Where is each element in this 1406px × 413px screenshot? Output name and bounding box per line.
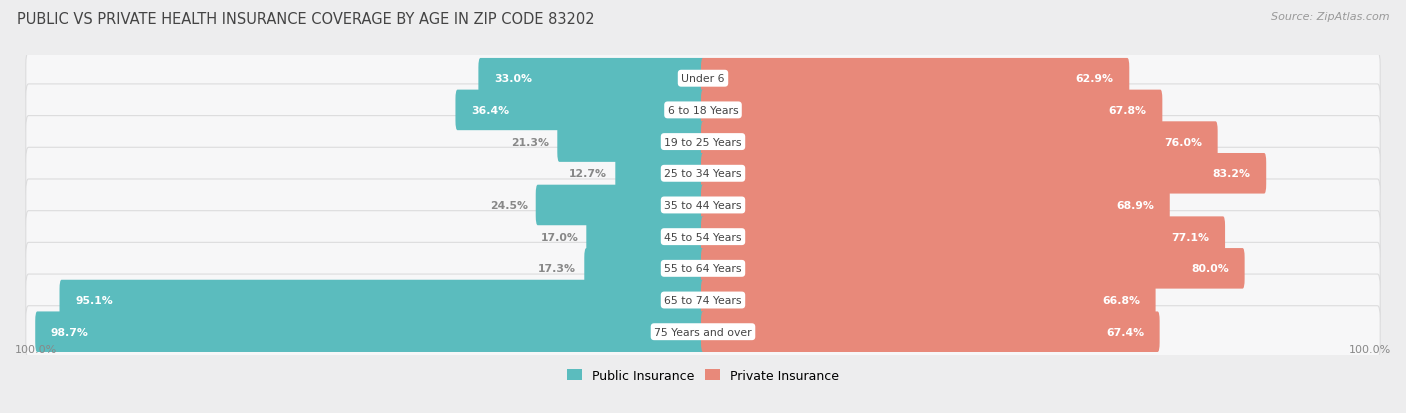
- Text: PUBLIC VS PRIVATE HEALTH INSURANCE COVERAGE BY AGE IN ZIP CODE 83202: PUBLIC VS PRIVATE HEALTH INSURANCE COVER…: [17, 12, 595, 27]
- FancyBboxPatch shape: [702, 249, 1244, 289]
- FancyBboxPatch shape: [616, 154, 704, 194]
- FancyBboxPatch shape: [702, 312, 1160, 352]
- FancyBboxPatch shape: [585, 249, 704, 289]
- FancyBboxPatch shape: [557, 122, 704, 162]
- Text: 80.0%: 80.0%: [1191, 264, 1229, 274]
- FancyBboxPatch shape: [702, 185, 1170, 225]
- Text: 100.0%: 100.0%: [15, 344, 58, 354]
- Text: 24.5%: 24.5%: [489, 200, 527, 211]
- Text: 67.4%: 67.4%: [1107, 327, 1144, 337]
- FancyBboxPatch shape: [586, 217, 704, 257]
- Text: 62.9%: 62.9%: [1076, 74, 1114, 84]
- Text: 6 to 18 Years: 6 to 18 Years: [668, 106, 738, 116]
- FancyBboxPatch shape: [25, 85, 1381, 137]
- Text: 17.3%: 17.3%: [538, 264, 576, 274]
- FancyBboxPatch shape: [702, 217, 1225, 257]
- Text: 77.1%: 77.1%: [1171, 232, 1209, 242]
- Text: 45 to 54 Years: 45 to 54 Years: [664, 232, 742, 242]
- FancyBboxPatch shape: [702, 122, 1218, 162]
- FancyBboxPatch shape: [702, 154, 1267, 194]
- Text: Source: ZipAtlas.com: Source: ZipAtlas.com: [1271, 12, 1389, 22]
- FancyBboxPatch shape: [456, 90, 704, 131]
- Text: 65 to 74 Years: 65 to 74 Years: [664, 295, 742, 305]
- FancyBboxPatch shape: [702, 90, 1163, 131]
- Text: 98.7%: 98.7%: [51, 327, 89, 337]
- Text: 68.9%: 68.9%: [1116, 200, 1154, 211]
- Text: 17.0%: 17.0%: [540, 232, 578, 242]
- Text: Under 6: Under 6: [682, 74, 724, 84]
- Text: 35 to 44 Years: 35 to 44 Years: [664, 200, 742, 211]
- FancyBboxPatch shape: [59, 280, 704, 320]
- Text: 25 to 34 Years: 25 to 34 Years: [664, 169, 742, 179]
- FancyBboxPatch shape: [702, 59, 1129, 99]
- Text: 19 to 25 Years: 19 to 25 Years: [664, 137, 742, 147]
- FancyBboxPatch shape: [25, 180, 1381, 231]
- Text: 36.4%: 36.4%: [471, 106, 509, 116]
- Text: 76.0%: 76.0%: [1164, 137, 1202, 147]
- Text: 95.1%: 95.1%: [75, 295, 112, 305]
- FancyBboxPatch shape: [478, 59, 704, 99]
- Text: 75 Years and over: 75 Years and over: [654, 327, 752, 337]
- FancyBboxPatch shape: [25, 211, 1381, 263]
- FancyBboxPatch shape: [25, 274, 1381, 326]
- Text: 33.0%: 33.0%: [494, 74, 531, 84]
- FancyBboxPatch shape: [25, 148, 1381, 200]
- Text: 21.3%: 21.3%: [512, 137, 550, 147]
- Legend: Public Insurance, Private Insurance: Public Insurance, Private Insurance: [562, 364, 844, 387]
- Text: 100.0%: 100.0%: [1348, 344, 1391, 354]
- FancyBboxPatch shape: [35, 312, 704, 352]
- Text: 12.7%: 12.7%: [569, 169, 607, 179]
- FancyBboxPatch shape: [536, 185, 704, 225]
- Text: 66.8%: 66.8%: [1102, 295, 1140, 305]
- FancyBboxPatch shape: [25, 243, 1381, 294]
- FancyBboxPatch shape: [25, 116, 1381, 168]
- FancyBboxPatch shape: [702, 280, 1156, 320]
- FancyBboxPatch shape: [25, 53, 1381, 105]
- Text: 55 to 64 Years: 55 to 64 Years: [664, 264, 742, 274]
- Text: 83.2%: 83.2%: [1213, 169, 1251, 179]
- Text: 67.8%: 67.8%: [1109, 106, 1147, 116]
- FancyBboxPatch shape: [25, 306, 1381, 358]
